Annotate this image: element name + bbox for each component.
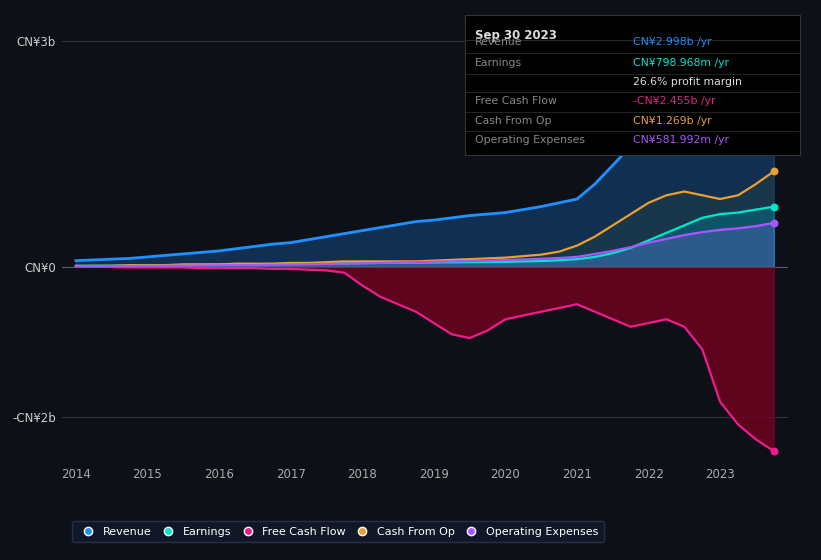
Point bbox=[768, 202, 781, 211]
Point bbox=[768, 167, 781, 176]
Point bbox=[768, 218, 781, 227]
Text: Earnings: Earnings bbox=[475, 58, 522, 68]
Text: CN¥581.992m /yr: CN¥581.992m /yr bbox=[632, 136, 728, 146]
Text: 26.6% profit margin: 26.6% profit margin bbox=[632, 77, 741, 87]
Text: Free Cash Flow: Free Cash Flow bbox=[475, 96, 557, 106]
Point bbox=[768, 447, 781, 456]
Text: Sep 30 2023: Sep 30 2023 bbox=[475, 29, 557, 42]
Text: Revenue: Revenue bbox=[475, 38, 522, 48]
Text: CN¥2.998b /yr: CN¥2.998b /yr bbox=[632, 38, 711, 48]
Text: Cash From Op: Cash From Op bbox=[475, 116, 552, 126]
Text: CN¥798.968m /yr: CN¥798.968m /yr bbox=[632, 58, 728, 68]
Text: -CN¥2.455b /yr: -CN¥2.455b /yr bbox=[632, 96, 715, 106]
Text: CN¥1.269b /yr: CN¥1.269b /yr bbox=[632, 116, 711, 126]
Legend: Revenue, Earnings, Free Cash Flow, Cash From Op, Operating Expenses: Revenue, Earnings, Free Cash Flow, Cash … bbox=[71, 521, 603, 542]
Text: Operating Expenses: Operating Expenses bbox=[475, 136, 585, 146]
Point bbox=[768, 37, 781, 46]
